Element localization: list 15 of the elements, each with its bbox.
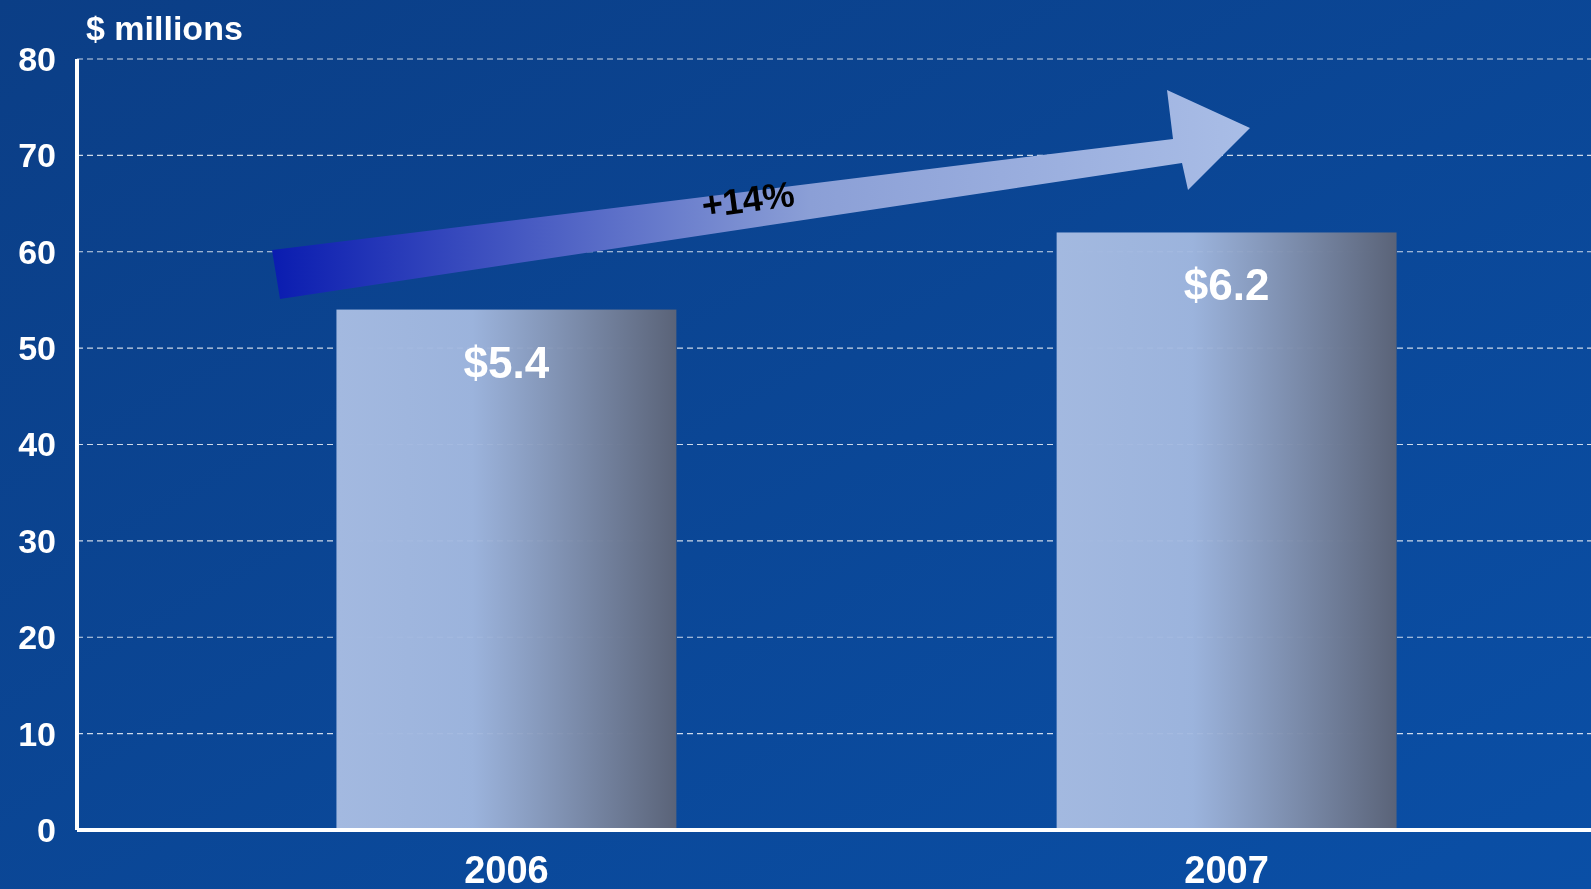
y-tick-label: 10 — [18, 714, 56, 753]
annotation: +14% — [699, 173, 797, 226]
y-tick-label: 20 — [18, 618, 56, 657]
y-tick-label: 40 — [18, 425, 56, 464]
y-tick-label: 80 — [18, 39, 56, 78]
y-tick-label: 60 — [18, 232, 56, 271]
annotation: $6.2 — [1183, 260, 1270, 310]
x-tick-label: 2006 — [464, 849, 549, 889]
y-axis-title: $ millions — [86, 9, 243, 47]
y-tick-label: 70 — [18, 136, 56, 175]
y-tick-label: 0 — [37, 810, 56, 849]
annotation: $5.4 — [463, 337, 550, 387]
x-tick-label: 2007 — [1184, 849, 1269, 889]
y-tick-label: 30 — [18, 521, 56, 560]
y-tick-label: 50 — [18, 329, 56, 368]
